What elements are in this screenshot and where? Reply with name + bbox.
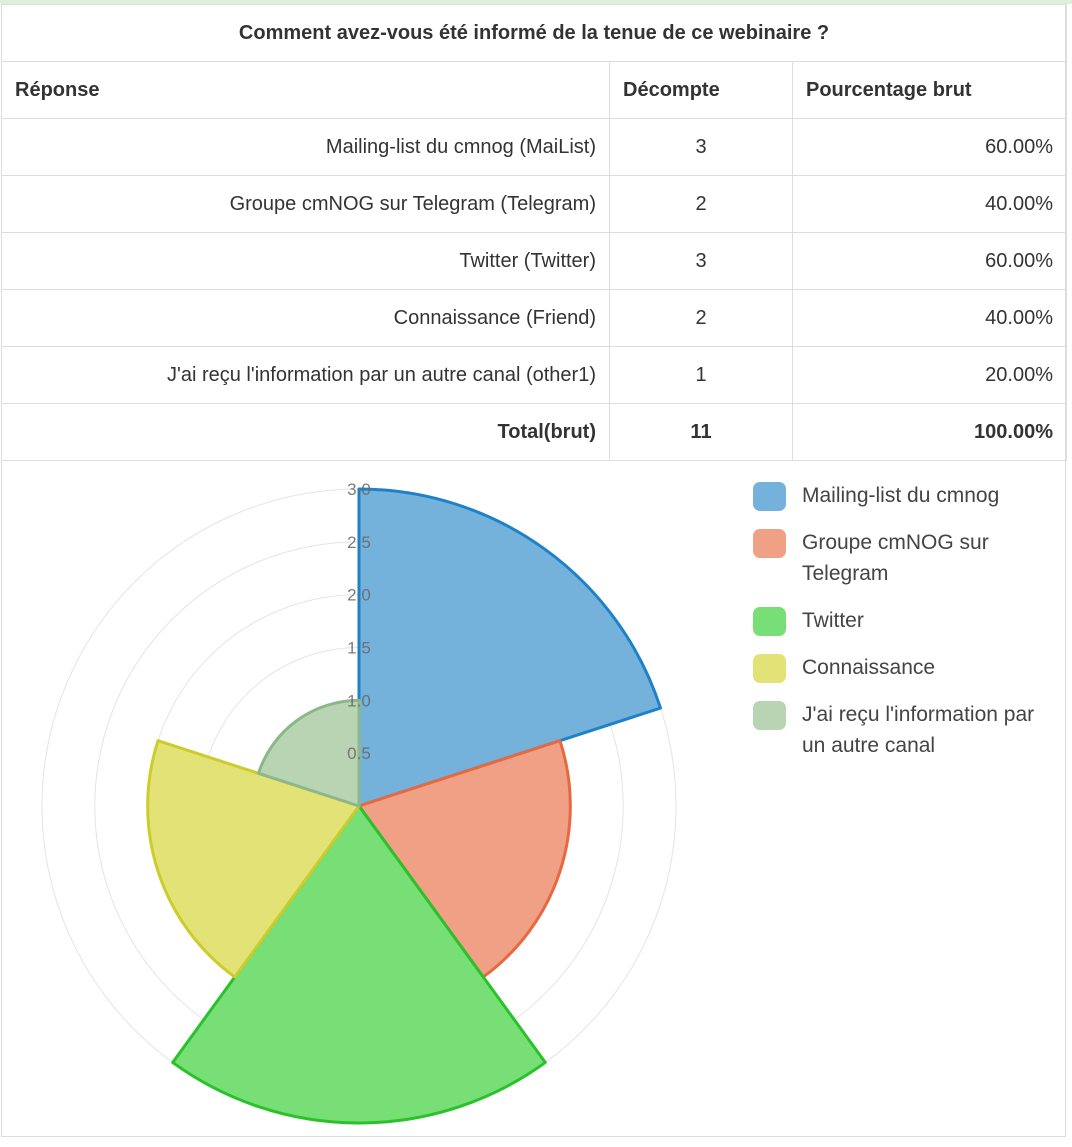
count-cell: 2: [609, 175, 793, 233]
legend-label: Connaissance: [802, 656, 936, 679]
legend-label: Twitter: [802, 609, 864, 632]
legend-label: Mailing-list du cmnog: [802, 484, 1000, 507]
legend-item[interactable]: Connaissance: [753, 652, 1053, 683]
legend-item[interactable]: J'ai reçu l'information par un autre can…: [753, 699, 1053, 761]
chart-sector: [257, 698, 361, 808]
chart-sectors: [146, 487, 662, 1125]
tick-label: 1.5: [347, 639, 371, 658]
legend-swatch: [753, 529, 786, 558]
count-cell: 3: [609, 232, 793, 290]
answer-cell: Groupe cmNOG sur Telegram (Telegram): [1, 175, 610, 233]
total-percentage: 100.00%: [791, 403, 1068, 461]
percentage-cell: 60.00%: [791, 232, 1068, 290]
answer-cell: Mailing-list du cmnog (MaiList): [1, 118, 610, 176]
answer-cell: Connaissance (Friend): [1, 289, 610, 347]
legend-label: Groupe cmNOG sur Telegram: [802, 531, 989, 585]
polar-area-chart: 0.5 1.0 1.5 2.0 2.5 3.0: [41, 480, 677, 1125]
chart-legend: Mailing-list du cmnog Groupe cmNOG sur Te…: [753, 480, 1053, 777]
answer-cell: Twitter (Twitter): [1, 232, 610, 290]
tick-label: 2.5: [347, 533, 371, 552]
top-accent-line: [0, 0, 1072, 4]
chart-sector: [146, 739, 361, 979]
header-percentage: Pourcentage brut: [791, 61, 1068, 119]
percentage-cell: 40.00%: [791, 175, 1068, 233]
question-title: Comment avez-vous été informé de la tenu…: [0, 4, 1068, 62]
header-response: Réponse: [1, 61, 610, 119]
legend-swatch: [753, 654, 786, 683]
percentage-cell: 60.00%: [791, 118, 1068, 176]
tick-label: 2.0: [347, 586, 371, 605]
legend-item[interactable]: Groupe cmNOG sur Telegram: [753, 527, 1053, 589]
count-cell: 1: [609, 346, 793, 404]
answer-cell: J'ai reçu l'information par un autre can…: [1, 346, 610, 404]
chart-sector: [357, 739, 572, 979]
total-count: 11: [609, 403, 793, 461]
panel-frame: [1, 4, 1066, 1137]
radial-tick-labels: 0.5 1.0 1.5 2.0 2.5 3.0: [347, 480, 371, 763]
table-row: J'ai reçu l'information par un autre can…: [1, 346, 1068, 404]
title-row: Comment avez-vous été informé de la tenu…: [0, 4, 1068, 62]
chart-sector: [357, 487, 662, 808]
legend-swatch: [753, 607, 786, 636]
legend-label: J'ai reçu l'information par un autre can…: [802, 703, 1035, 757]
header-row: Réponse Décompte Pourcentage brut: [1, 61, 1068, 119]
legend-swatch: [753, 482, 786, 511]
count-cell: 2: [609, 289, 793, 347]
tick-label: 1.0: [347, 691, 371, 710]
total-label: Total(brut): [1, 403, 610, 461]
total-row: Total(brut) 11 100.00%: [1, 403, 1068, 461]
table-row: Connaissance (Friend) 2 40.00%: [1, 289, 1068, 347]
legend-item[interactable]: Mailing-list du cmnog: [753, 480, 1053, 511]
legend-item[interactable]: Twitter: [753, 605, 1053, 636]
table-row: Groupe cmNOG sur Telegram (Telegram) 2 4…: [1, 175, 1068, 233]
chart-area: 0.5 1.0 1.5 2.0 2.5 3.0: [0, 466, 1072, 1142]
header-count: Décompte: [609, 61, 793, 119]
count-cell: 3: [609, 118, 793, 176]
chart-sector: [171, 804, 547, 1125]
table-row: Twitter (Twitter) 3 60.00%: [1, 232, 1068, 290]
tick-label: 3.0: [347, 480, 371, 499]
tick-label: 0.5: [347, 744, 371, 763]
percentage-cell: 20.00%: [791, 346, 1068, 404]
legend-swatch: [753, 701, 786, 730]
table-row: Mailing-list du cmnog (MaiList) 3 60.00%: [1, 118, 1068, 176]
percentage-cell: 40.00%: [791, 289, 1068, 347]
summary-table: Comment avez-vous été informé de la tenu…: [0, 4, 1068, 461]
